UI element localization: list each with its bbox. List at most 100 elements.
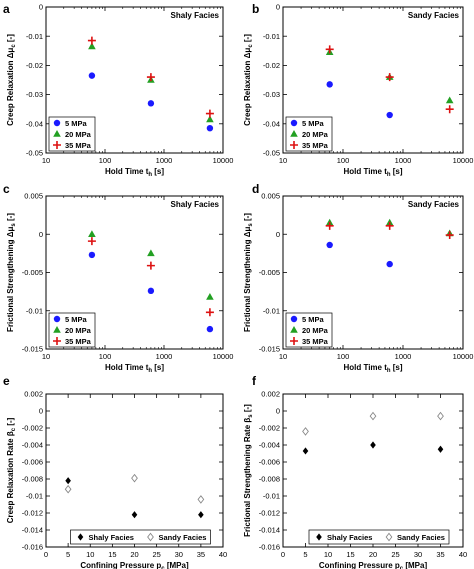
x-tick-label: 1000: [156, 352, 173, 361]
x-axis-label: Hold Time th [s]: [105, 363, 164, 374]
legend-label: 5 MPa: [302, 315, 325, 324]
y-tick-label: -0.04: [26, 119, 43, 128]
legend-label: 5 MPa: [65, 119, 88, 128]
data-point: [87, 237, 96, 246]
data-point: [385, 73, 394, 82]
data-point: [206, 325, 214, 333]
x-tick-label: 10: [279, 156, 287, 165]
y-tick-label: -0.016: [22, 543, 43, 552]
data-point: [88, 42, 96, 50]
x-tick-label: 1000: [395, 156, 412, 165]
chart-panel-e: 0 5 10 15 20 25 30 35 40 0.002 0 -0.002 -0.004 -0.006…: [3, 374, 227, 569]
y-tick-label: -0.006: [259, 458, 280, 467]
legend-marker: [290, 130, 298, 137]
data-point: [206, 115, 214, 123]
x-tick-label: 0: [44, 550, 48, 559]
y-axis-label-unit: [-]: [6, 34, 15, 45]
x-tick-label: 10: [42, 352, 50, 361]
series-sandy-facies: [302, 411, 444, 436]
y-axis-label-sub: s: [11, 223, 17, 227]
y-tick-label: -0.04: [263, 119, 280, 128]
panel-letter: a: [3, 2, 10, 16]
x-tick-label: 100: [99, 352, 112, 361]
legend-marker: [290, 326, 298, 333]
x-axis-label-sub: h: [148, 172, 152, 178]
panel-letter: c: [3, 182, 10, 196]
x-tick-label: 5: [66, 550, 70, 559]
data-point: [445, 105, 454, 114]
plot-frame: [45, 393, 224, 548]
data-point: [205, 308, 214, 317]
x-axis-label-unit: [MPa]: [403, 561, 427, 569]
data-point: [437, 445, 444, 453]
y-tick-label: -0.03: [26, 90, 43, 99]
y-axis-label-sub: c: [11, 427, 17, 431]
legend-marker: [290, 141, 298, 149]
y-axis-label-sub: c: [248, 44, 254, 48]
legend-label: 35 MPa: [65, 337, 92, 346]
x-tick-label: 100: [99, 156, 112, 165]
x-tick-label: 10000: [213, 156, 234, 165]
panel-title: Shaly Facies: [171, 200, 220, 209]
x-axis-label-sub: h: [148, 368, 152, 374]
y-axis-label-unit: [-]: [243, 404, 252, 415]
x-axis-label: Confining Pressure pc [MPa]: [319, 561, 428, 569]
data-point: [326, 81, 333, 88]
y-tick-label: -0.03: [263, 90, 280, 99]
x-axis-label: Hold Time th [s]: [105, 167, 164, 178]
data-point: [326, 241, 333, 249]
data-point: [87, 36, 96, 45]
legend-label: 20 MPa: [65, 326, 92, 335]
panel-letter: e: [3, 374, 10, 388]
series-35-mpa: [87, 36, 214, 118]
chart-panel-d: 10 100 1000 10000 0.005 0 -0.005 -0.01 -0.015 Hol…: [243, 182, 473, 374]
legend-label: 20 MPa: [65, 130, 92, 139]
y-tick-label: -0.02: [26, 61, 43, 70]
legend-marker: [290, 315, 298, 323]
x-axis-label: Confining Pressure pc [MPa]: [80, 561, 189, 569]
y-tick-label: -0.01: [26, 492, 43, 501]
y-tick-label: -0.01: [263, 492, 280, 501]
x-tick-label: 5: [303, 550, 307, 559]
y-tick-label: 0: [39, 407, 43, 416]
y-axis-label: Creep Relaxation Δμc [-]: [6, 34, 17, 126]
legend-label: Sandy Facies: [397, 533, 445, 542]
y-axis-label: Frictional Strengthening Δμs [-]: [6, 213, 17, 332]
y-tick-label: -0.01: [26, 32, 43, 41]
x-tick-label: 30: [414, 550, 422, 559]
x-axis-label-unit: [s]: [391, 167, 403, 176]
series-20-mpa: [88, 230, 214, 300]
series-35-mpa: [325, 221, 454, 240]
legend-box: [70, 529, 211, 545]
x-tick-label: 15: [108, 550, 116, 559]
legend-marker: [53, 337, 61, 345]
data-point: [302, 427, 309, 436]
panel-title: Sandy Facies: [408, 11, 460, 20]
series-5-mpa: [88, 72, 214, 132]
legend-label: Shaly Facies: [327, 533, 372, 542]
y-tick-label: -0.01: [263, 32, 280, 41]
series-35-mpa: [87, 237, 214, 317]
x-axis-label-sub: h: [387, 368, 391, 374]
x-axis-label-sub: c: [161, 566, 165, 569]
data-point: [370, 441, 376, 449]
data-point: [445, 231, 454, 240]
y-tick-label: 0: [276, 230, 280, 239]
plot-frame: [282, 6, 464, 154]
data-point: [147, 249, 155, 257]
x-tick-label: 10: [324, 550, 332, 559]
legend-marker: [316, 533, 322, 541]
panel-title: Shaly Facies: [171, 11, 220, 20]
chart-panel-a: 10 100 1000 10000 0 -0.01 -0.02 -0.03 -0.04 -0.05…: [3, 2, 233, 178]
y-tick-label: -0.01: [26, 306, 43, 315]
legend-label: 35 MPa: [302, 337, 329, 346]
series-5-mpa: [326, 241, 393, 268]
x-tick-label: 40: [459, 550, 467, 559]
x-tick-label: 15: [346, 550, 354, 559]
x-tick-label: 10: [86, 550, 94, 559]
x-axis-label-sub: c: [400, 566, 404, 569]
x-tick-label: 1000: [156, 156, 173, 165]
data-point: [88, 230, 96, 238]
x-axis-label: Hold Time th [s]: [343, 363, 402, 374]
legend-label: 35 MPa: [65, 141, 92, 150]
